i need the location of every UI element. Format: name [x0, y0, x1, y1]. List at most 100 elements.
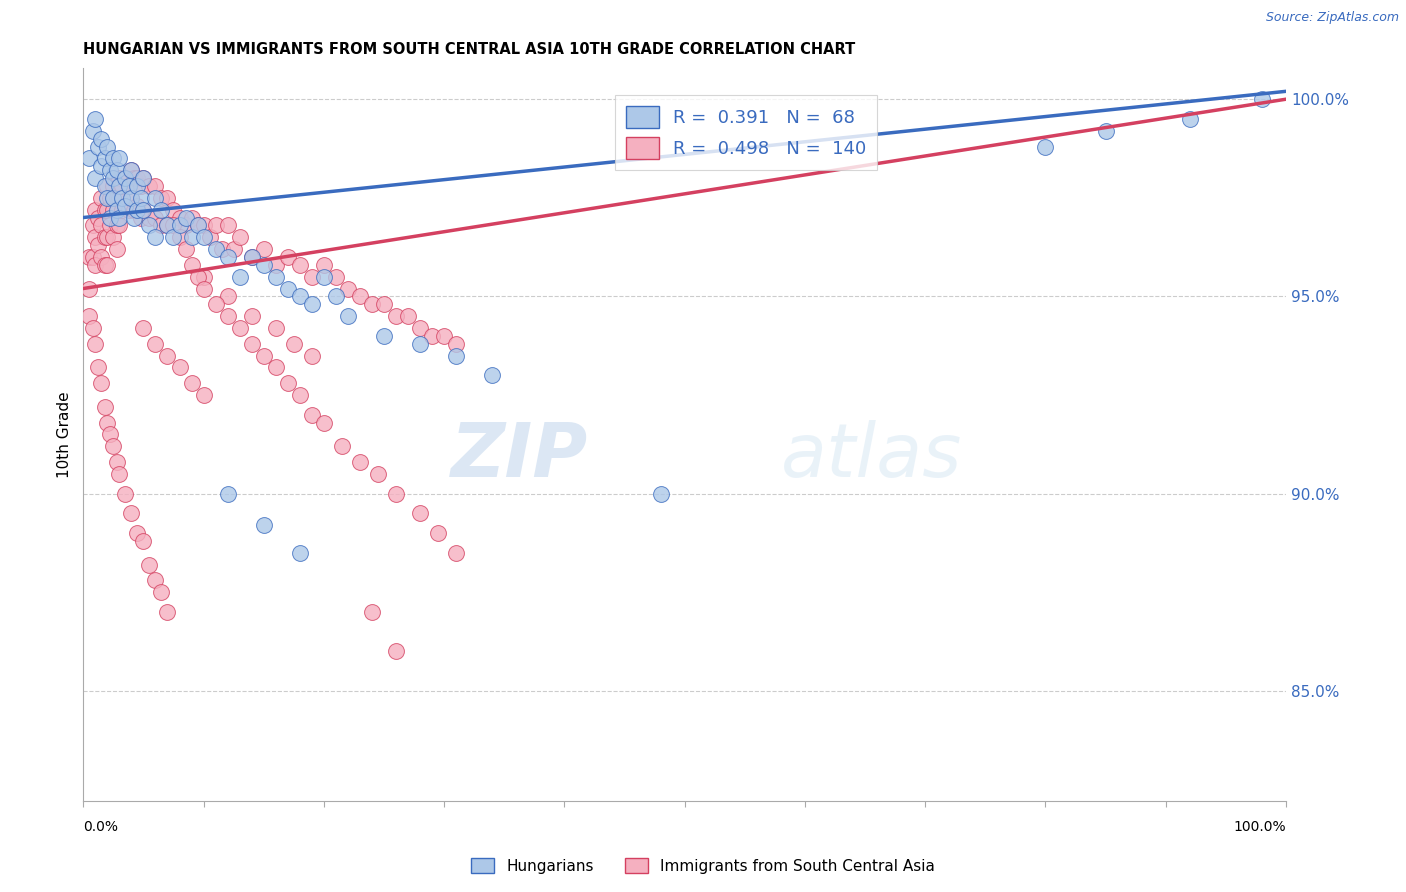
Point [129, 178, 152, 193]
Point [96, 139, 118, 153]
Point [301, 269, 323, 284]
Point [240, 250, 263, 264]
Point [127, 202, 149, 217]
Point [361, 297, 384, 311]
Point [108, 178, 131, 193]
Point [90, 131, 112, 145]
Point [127, 526, 149, 541]
Point [409, 336, 432, 351]
Text: atlas: atlas [780, 420, 962, 492]
Point [204, 297, 226, 311]
Point [98, 163, 121, 178]
Point [240, 250, 263, 264]
Point [90, 219, 112, 233]
Point [217, 486, 239, 500]
Point [145, 191, 167, 205]
Point [103, 171, 125, 186]
Point [94, 400, 117, 414]
Point [103, 439, 125, 453]
Point [336, 281, 359, 295]
Point [301, 408, 323, 422]
Point [145, 336, 167, 351]
Point [240, 309, 263, 323]
Point [228, 269, 250, 284]
Point [253, 242, 276, 256]
Point [84, 258, 107, 272]
Point [187, 269, 209, 284]
Point [193, 230, 215, 244]
Point [82, 124, 104, 138]
Point [108, 152, 131, 166]
Point [98, 427, 121, 442]
Point [277, 376, 299, 391]
Point [120, 506, 142, 520]
Point [427, 526, 450, 541]
Point [162, 202, 184, 217]
Point [264, 269, 287, 284]
Point [150, 585, 173, 599]
Point [138, 558, 160, 572]
Text: HUNGARIAN VS IMMIGRANTS FROM SOUTH CENTRAL ASIA 10TH GRADE CORRELATION CHART: HUNGARIAN VS IMMIGRANTS FROM SOUTH CENTR… [83, 42, 855, 57]
Point [108, 171, 131, 186]
Point [79, 152, 101, 166]
Point [122, 202, 145, 217]
Point [174, 242, 197, 256]
Text: 100.0%: 100.0% [1233, 820, 1286, 833]
Point [94, 258, 117, 272]
Point [94, 230, 117, 244]
Point [228, 230, 250, 244]
Point [217, 289, 239, 303]
Point [132, 321, 155, 335]
Point [373, 329, 395, 343]
Point [301, 349, 323, 363]
Point [1178, 112, 1201, 126]
Point [283, 336, 305, 351]
Point [94, 202, 117, 217]
Point [217, 219, 239, 233]
Point [156, 219, 179, 233]
Point [187, 219, 209, 233]
Point [169, 219, 191, 233]
Point [84, 202, 107, 217]
Point [87, 139, 110, 153]
Text: 0.0%: 0.0% [83, 820, 118, 833]
Point [253, 518, 276, 533]
Point [169, 360, 191, 375]
Point [122, 211, 145, 225]
Point [180, 376, 202, 391]
Point [98, 191, 121, 205]
Point [150, 191, 173, 205]
Point [103, 230, 125, 244]
Point [90, 376, 112, 391]
Point [264, 258, 287, 272]
Point [325, 289, 347, 303]
Point [253, 349, 276, 363]
Point [277, 250, 299, 264]
Point [108, 219, 131, 233]
Point [444, 546, 467, 560]
Point [132, 202, 155, 217]
Point [174, 219, 197, 233]
Point [444, 349, 467, 363]
Point [150, 219, 173, 233]
Point [103, 152, 125, 166]
Point [138, 219, 160, 233]
Point [385, 309, 408, 323]
Point [94, 178, 117, 193]
Point [82, 321, 104, 335]
Point [385, 644, 408, 658]
Point [373, 297, 395, 311]
Point [180, 258, 202, 272]
Point [145, 230, 167, 244]
Point [204, 219, 226, 233]
Point [118, 202, 141, 217]
Point [132, 171, 155, 186]
Point [138, 178, 160, 193]
Point [396, 309, 419, 323]
Point [96, 416, 118, 430]
Point [240, 336, 263, 351]
Point [264, 321, 287, 335]
Point [409, 506, 432, 520]
Point [174, 211, 197, 225]
Point [114, 486, 136, 500]
